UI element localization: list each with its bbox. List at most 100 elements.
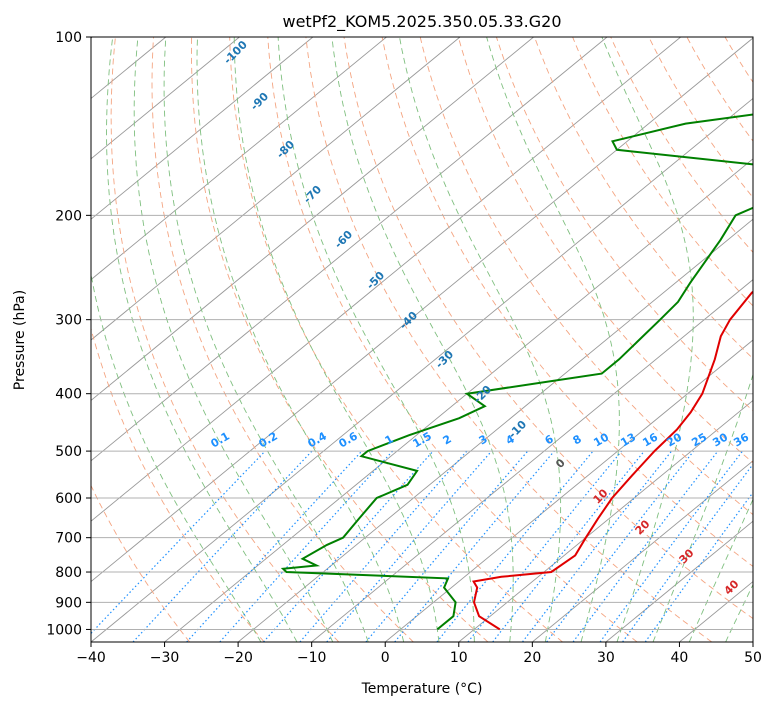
x-tick-label: −30 [150,650,180,666]
dry-adiabat-line [151,37,414,642]
y-tick-label: 700 [55,531,82,547]
isotherm-line [605,520,753,642]
moist-adiabat-label: -40 [397,309,420,332]
y-axis-label: Pressure (hPa) [12,290,28,390]
moist-adiabat-line [486,37,620,642]
dry-adiabat-line [191,37,489,642]
y-tick-label: 800 [55,565,82,581]
mixing-ratio-label: 10 [591,430,611,449]
moist-adiabat-line [399,37,562,642]
moist-adiabat-line [277,37,475,642]
dry-adiabat-line [91,484,191,642]
moist-adiabat-line [233,37,440,642]
mixing-ratio-label: 0.6 [337,429,361,450]
dry-adiabat-line [229,37,563,642]
moist-adiabat-line [163,37,369,642]
x-tick-label: −10 [297,650,327,666]
plot-frame [90,36,754,643]
x-tick-label: 40 [671,650,689,666]
mixing-ratio-line [599,450,743,642]
mixing-ratio-line [436,450,594,642]
isotherm-line [164,158,753,642]
y-tick-label: 900 [55,595,82,611]
x-tick-label: 0 [381,650,390,666]
mixing-ratio-line [263,450,434,642]
dry-adiabat-line [572,37,753,307]
isotherm-line [91,37,314,220]
mixing-ratio-line [622,463,753,642]
mixing-ratio-line [219,450,394,642]
isotherm-line [91,37,753,583]
dry-adiabat-line [267,37,638,642]
moist-adiabat-line [106,37,298,642]
dry-adiabat-line [534,37,753,360]
mixing-ratio-line [186,450,363,642]
dry-adiabat-line [763,37,775,642]
isotherm-line [679,580,753,642]
mixing-ratio-line [644,491,753,642]
profile-lines [280,113,753,631]
isotherm-line [237,218,753,642]
mixing-ratio-label: 0.4 [306,429,330,450]
moist-adiabat-label: -20 [471,383,494,406]
moist-adiabat-label: -30 [433,348,456,371]
isotherm-line [91,37,681,522]
x-tick-label: −40 [76,650,106,666]
dry-adiabat-label: 0 [553,456,568,471]
mixing-ratio-label: 20 [664,430,684,449]
mixing-ratio-line [132,450,313,642]
isotherm-line [752,641,753,642]
dry-adiabat-label: 40 [722,577,742,597]
mixing-ratio-line [91,450,266,635]
isotherm-line [532,460,753,642]
x-tick-label: 30 [597,650,615,666]
dewpoint-profile-line [280,113,753,631]
y-tick-label: 400 [55,387,82,403]
dry-adiabat-line [110,37,340,642]
dry-adiabat-line [91,326,265,642]
moist-adiabat-line [652,373,753,642]
moist-adiabat-label: -50 [364,269,387,292]
dry-adiabat-line [305,37,713,642]
mixing-ratio-label: 25 [689,431,709,450]
mixing-ratio-line [365,450,529,642]
isotherm-line [91,37,387,281]
y-tick-label: 300 [55,313,82,329]
mixing-ratio-line [546,450,695,642]
y-tick-label: 600 [55,491,82,507]
x-axis-label: Temperature (°C) [361,681,483,697]
moist-adiabat-line [133,37,334,642]
isotherm-line [458,399,753,642]
y-tick-label: 500 [55,444,82,460]
moist-adiabat-label: -100 [221,38,250,67]
dry-adiabat-line [343,37,753,620]
thermo-guide-lines [91,37,775,642]
mixing-ratio-label: 13 [618,431,638,450]
moist-adiabat-line [196,37,405,642]
y-tick-label: 200 [55,208,82,224]
y-tick-label: 100 [55,30,82,46]
pressure-gridlines [91,36,753,630]
x-tick-label: 50 [744,650,762,666]
isotherm-line [91,37,608,462]
x-tick-label: −20 [223,650,253,666]
y-tick-label: 1000 [46,622,82,638]
isotherm-line [91,37,461,341]
moist-adiabat-label: -90 [248,90,271,113]
chart-title: wetPf2_KOM5.2025.350.05.33.G20 [282,12,561,32]
isotherm-line [91,37,534,402]
moist-adiabat-label: -70 [301,183,324,206]
isotherm-line [91,37,240,160]
mixing-ratio-label: 0.1 [209,429,232,450]
dry-adiabat-line [495,37,753,412]
moist-adiabat-line [688,498,753,642]
dry-adiabat-label: 20 [633,517,653,537]
mixing-ratio-label: 8 [571,432,584,447]
moist-adiabat-line [331,37,514,642]
x-axis-ticks: −40 −30 −20 −10 0 10 20 30 40 50 [76,642,762,666]
mixing-ratio-label: 2 [441,432,454,447]
x-tick-label: 10 [450,650,468,666]
isotherm-line [91,97,753,642]
isotherm-line [384,339,753,642]
